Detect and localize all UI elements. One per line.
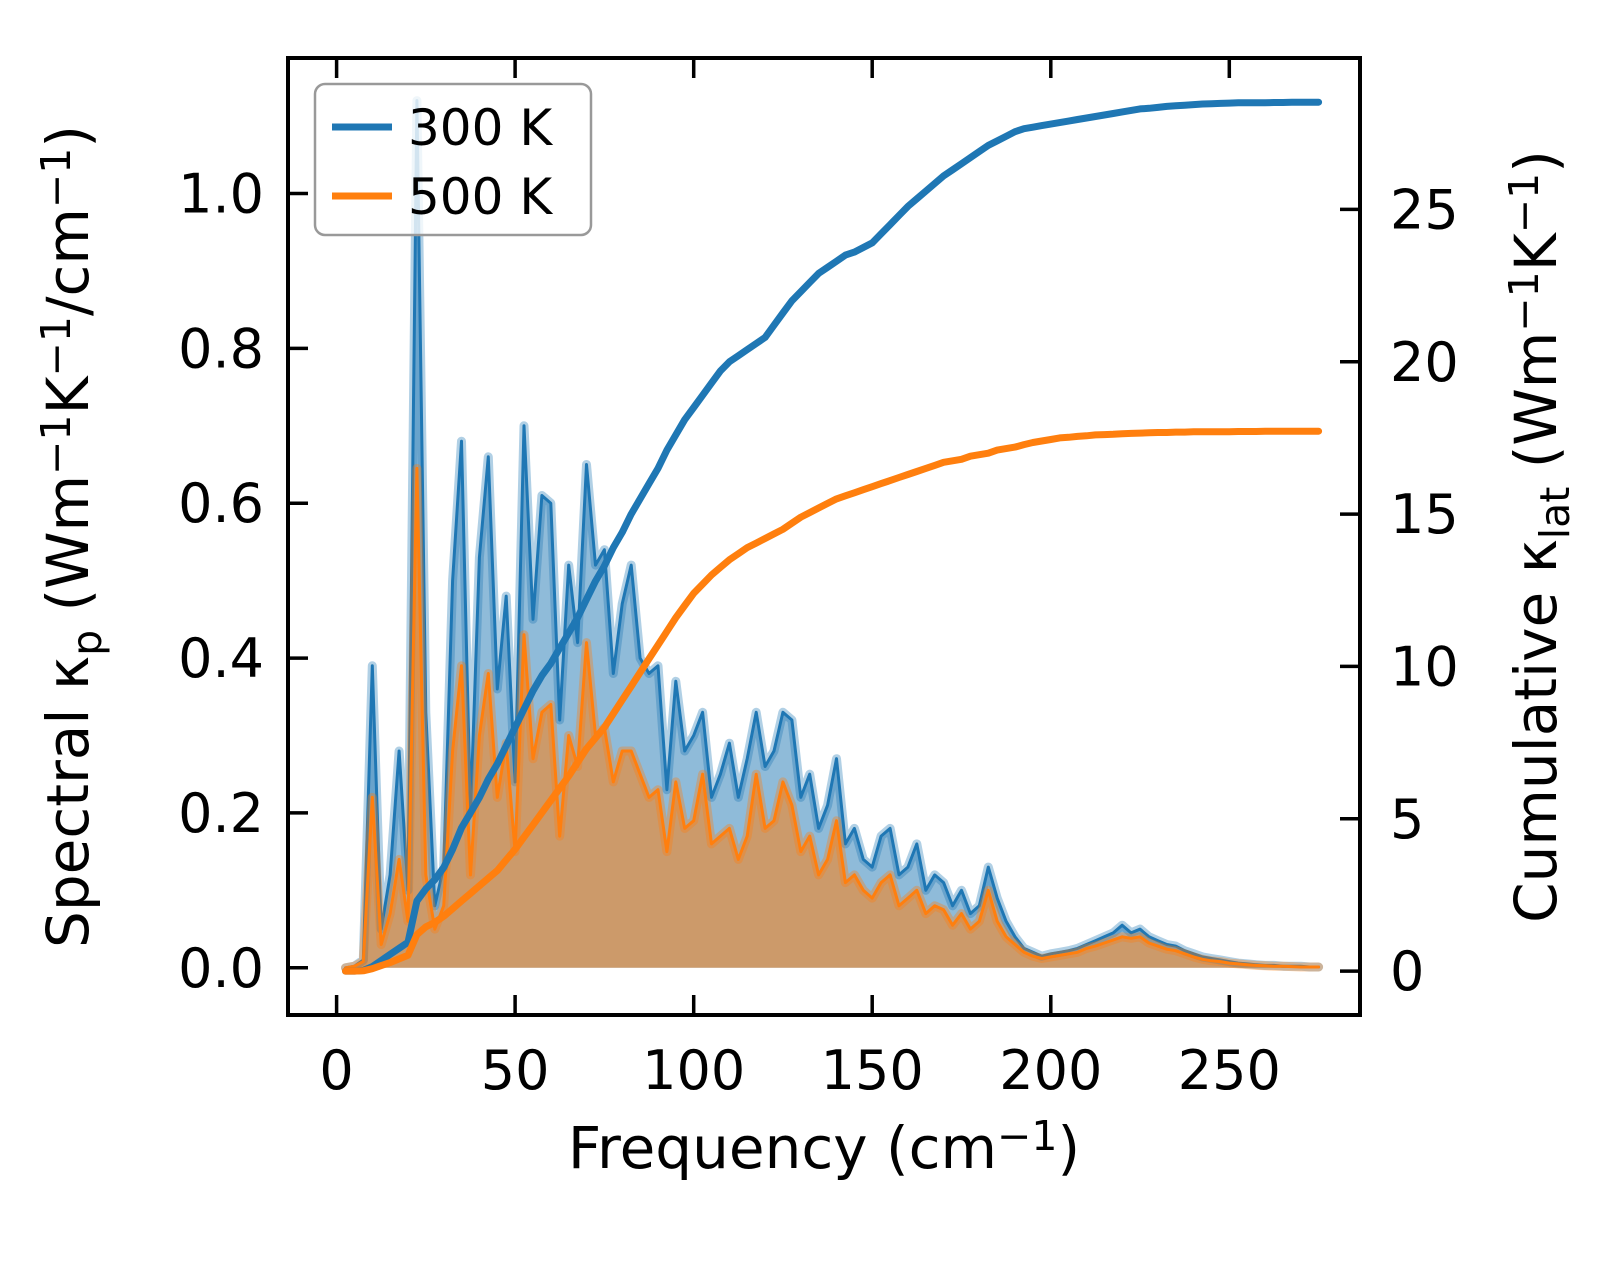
y-right-tick-label: 10: [1390, 635, 1459, 698]
y-right-tick-label: 0: [1390, 940, 1424, 1003]
plot-area: [341, 96, 1324, 975]
legend-entry-300k: 300 K: [332, 99, 553, 157]
x-axis-label: Frequency (cm−1): [568, 1112, 1080, 1182]
y-left-tick-label: 1.0: [178, 163, 264, 226]
x-axis-tick-label: 0: [319, 1039, 353, 1102]
x-axis-tick-label: 100: [642, 1039, 745, 1102]
legend-label-300k: 300 K: [408, 99, 553, 157]
x-axis-tick-label: 50: [481, 1039, 550, 1102]
y-right-tick-label: 20: [1390, 331, 1459, 394]
x-axis-tick-label: 250: [1178, 1039, 1281, 1102]
y-right-axis-label: Cumulative κlat (Wm−1K−1): [1500, 150, 1579, 923]
y-right-tick-label: 15: [1390, 483, 1459, 546]
axis-ticks: 0 50 100 150 200 250 0.0 0.2 0.4 0.6 0.8 1.0 0 5 10 15 2…: [178, 58, 1459, 1102]
x-axis-tick-label: 150: [821, 1039, 924, 1102]
y-left-tick-label: 0.2: [178, 782, 264, 845]
y-right-tick-label: 5: [1390, 788, 1424, 851]
y-right-tick-label: 25: [1390, 178, 1459, 241]
y-left-axis-label: Spectral κp (Wm−1K−1/cm−1): [32, 125, 111, 948]
legend: 300 K 500 K: [313, 82, 593, 237]
x-axis-tick-label: 200: [999, 1039, 1102, 1102]
spectral-line-300k: [344, 99, 1321, 970]
spectral-line-500k: [344, 466, 1321, 970]
plot-border: [286, 56, 1362, 1017]
cumulative-line-500k: [342, 427, 1323, 975]
legend-label-500k: 500 K: [408, 168, 553, 226]
spectral-area-500k: [345, 468, 1319, 968]
legend-entry-500k: 500 K: [332, 168, 553, 226]
y-left-tick-label: 0.6: [178, 472, 264, 535]
y-left-tick-label: 0.4: [178, 627, 264, 690]
y-left-tick-label: 0.0: [178, 937, 264, 1000]
y-left-tick-label: 0.8: [178, 317, 264, 380]
cumulative-line-300k: [342, 98, 1323, 975]
